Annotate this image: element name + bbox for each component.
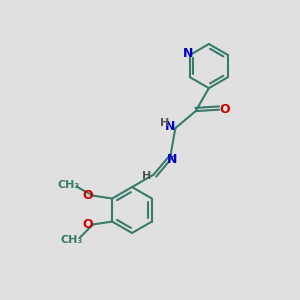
Text: N: N (165, 120, 175, 133)
Text: N: N (183, 47, 194, 60)
Text: CH₃: CH₃ (60, 235, 82, 245)
Text: O: O (83, 218, 93, 231)
Text: N: N (167, 153, 177, 166)
Text: O: O (219, 103, 230, 116)
Text: H: H (160, 118, 169, 128)
Text: H: H (142, 171, 151, 181)
Text: CH₃: CH₃ (57, 180, 80, 190)
Text: O: O (83, 189, 93, 202)
